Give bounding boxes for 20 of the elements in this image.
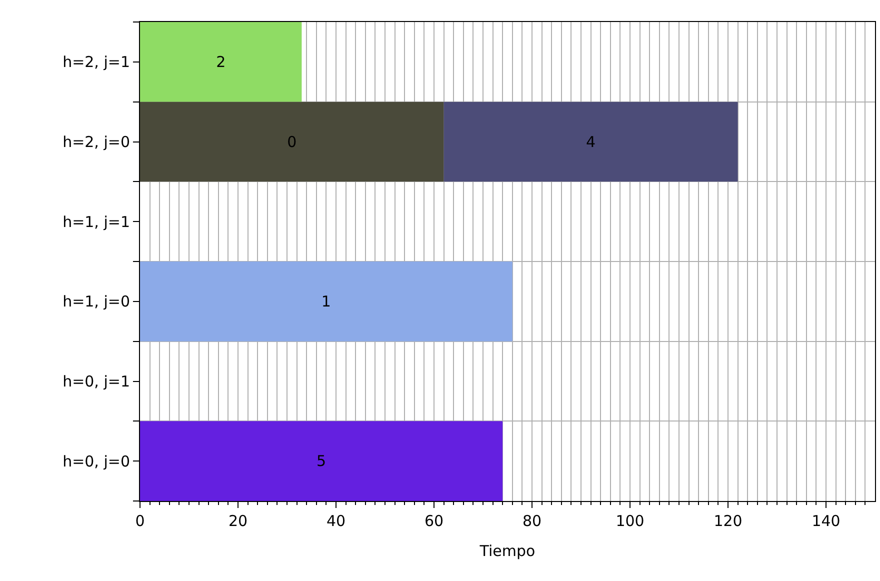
y-tick-label: h=0, j=0: [62, 452, 130, 470]
series-label: 5: [316, 452, 326, 470]
x-tick-label: 0: [135, 512, 145, 530]
series-label: 0: [287, 132, 297, 151]
x-tick-label: 120: [714, 512, 742, 530]
x-tick-label: 60: [424, 512, 444, 530]
x-axis-title: Tiempo: [478, 542, 536, 560]
series-label: 4: [586, 132, 596, 151]
y-tick-label: h=2, j=0: [62, 133, 130, 151]
series-label: 2: [216, 52, 226, 71]
y-tick-label: h=1, j=1: [62, 212, 130, 231]
x-tick-label: 100: [616, 512, 644, 530]
y-tick-label: h=1, j=0: [62, 292, 130, 311]
y-tick-label: h=0, j=1: [62, 372, 130, 390]
x-tick-label: 140: [812, 512, 840, 530]
x-tick-label: 80: [522, 512, 542, 530]
y-tick-label: h=2, j=1: [62, 53, 130, 72]
x-tick-label: 40: [326, 512, 346, 530]
series-label: 1: [321, 292, 331, 310]
x-tick-label: 20: [228, 512, 248, 530]
